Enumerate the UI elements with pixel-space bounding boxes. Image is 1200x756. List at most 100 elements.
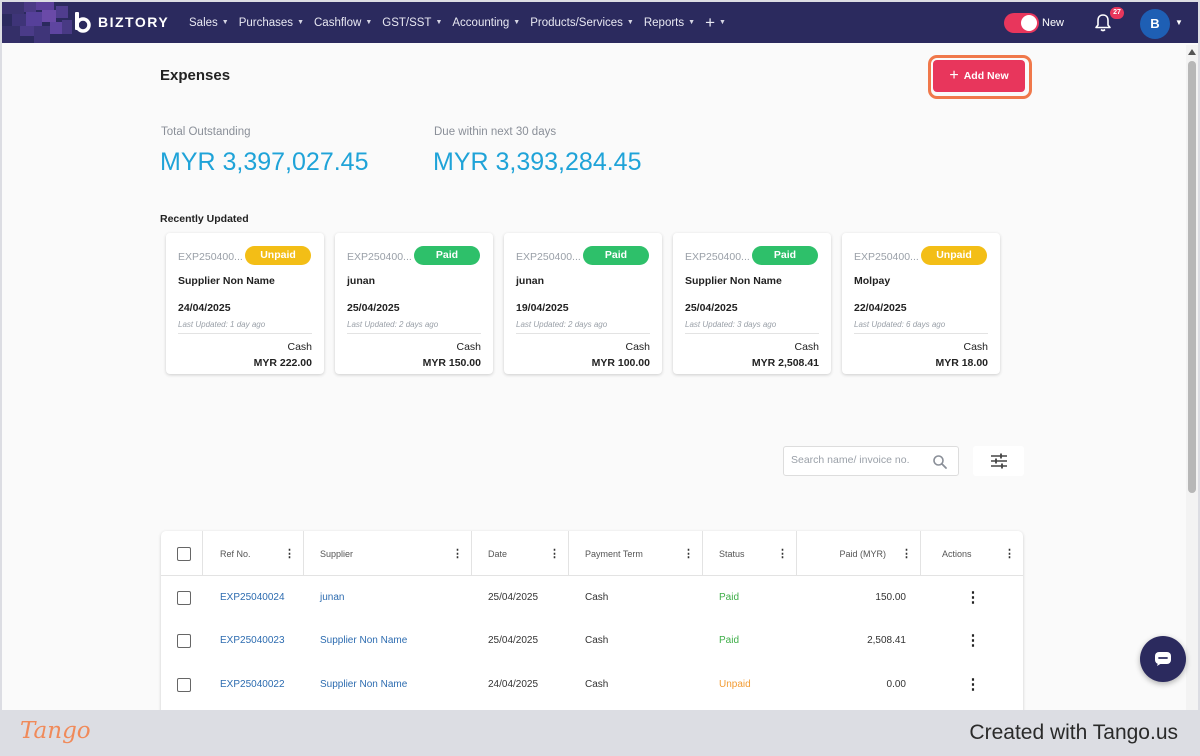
menu-reports[interactable]: Reports ▼ [644,17,695,29]
status-cell: Unpaid [719,679,751,690]
card-last-updated: Last Updated: 1 day ago [178,320,266,329]
add-new-button[interactable]: + Add New [933,60,1025,92]
ref-link[interactable]: EXP25040022 [220,679,285,690]
row-checkbox[interactable] [177,678,191,692]
chevron-down-icon[interactable]: ▼ [1175,18,1183,27]
avatar[interactable]: B [1140,9,1170,39]
page-scrollbar[interactable] [1186,45,1198,710]
column-date[interactable]: Date ⋮ [472,531,569,576]
recent-expense-card[interactable]: EXP250400... Unpaid Molpay 22/04/2025 La… [842,233,1000,374]
paid-amount-cell: 150.00 [875,592,906,603]
table-row[interactable]: EXP25040023 Supplier Non Name 25/04/2025… [161,619,1023,663]
column-menu-icon[interactable]: ⋮ [777,548,788,560]
recent-expense-card[interactable]: EXP250400... Paid junan 25/04/2025 Last … [335,233,493,374]
table-row[interactable]: EXP25040022 Supplier Non Name 24/04/2025… [161,663,1023,707]
card-supplier: junan [347,275,375,287]
tango-footer: Tango Created with Tango.us [0,710,1200,756]
row-actions-icon[interactable]: ⋮ [965,589,981,606]
brand-logo[interactable]: BIZTORY [72,11,169,33]
row-checkbox[interactable] [177,634,191,648]
menu-gst-sst[interactable]: GST/SST ▼ [382,17,442,29]
app-window: BIZTORY Sales ▼ Purchases ▼ Cashflow ▼ GST/… [2,2,1198,710]
supplier-link[interactable]: Supplier Non Name [320,679,408,690]
column-actions[interactable]: Actions ⋮ [921,531,1023,576]
select-all-checkbox[interactable] [177,547,191,561]
top-navbar: BIZTORY Sales ▼ Purchases ▼ Cashflow ▼ GST/… [2,2,1198,43]
recently-updated-title: Recently Updated [160,213,249,225]
expenses-table: Ref No. ⋮ Supplier ⋮ Date ⋮ Payment Term… [161,531,1023,710]
card-supplier: Supplier Non Name [178,275,275,287]
column-menu-icon[interactable]: ⋮ [284,548,295,560]
column-menu-icon[interactable]: ⋮ [549,548,560,560]
menu-label: Products/Services [530,16,623,29]
new-ui-toggle[interactable] [1004,13,1039,33]
table-row[interactable]: EXP25040024 junan 25/04/2025 Cash Paid 1… [161,576,1023,620]
column-label: Payment Term [585,549,643,559]
recent-expense-card[interactable]: EXP250400... Unpaid Supplier Non Name 24… [166,233,324,374]
supplier-link[interactable]: junan [320,592,345,603]
row-actions-icon[interactable]: ⋮ [965,632,981,649]
recent-expense-card[interactable]: EXP250400... Paid Supplier Non Name 25/0… [673,233,831,374]
search-input[interactable] [791,454,926,466]
card-divider [516,333,650,334]
header-select-cell [161,531,203,576]
ref-link[interactable]: EXP25040023 [220,635,285,646]
chat-icon [1154,651,1172,667]
tango-credit: Created with Tango.us [969,721,1178,744]
card-date: 19/04/2025 [516,302,569,314]
column-menu-icon[interactable]: ⋮ [901,548,912,560]
filter-button[interactable] [973,446,1024,476]
scroll-up-icon[interactable] [1188,49,1196,55]
card-amount: MYR 2,508.41 [751,357,819,369]
brand-name: BIZTORY [98,14,170,30]
menu-quick-add[interactable]: + ▼ [705,13,726,33]
card-amount: MYR 18.00 [935,357,988,369]
column-label: Ref No. [220,549,251,559]
column-payment-term[interactable]: Payment Term ⋮ [569,531,703,576]
card-last-updated: Last Updated: 6 days ago [854,320,946,329]
search-icon[interactable] [932,454,948,470]
paid-amount-cell: 2,508.41 [867,635,906,646]
sliders-icon [990,453,1008,469]
column-label: Paid (MYR) [839,549,886,559]
column-menu-icon[interactable]: ⋮ [452,548,463,560]
column-status[interactable]: Status ⋮ [703,531,797,576]
scroll-thumb[interactable] [1188,61,1196,493]
bell-icon[interactable] [1094,13,1112,33]
row-checkbox[interactable] [177,591,191,605]
card-ref: EXP250400... [685,251,750,263]
menu-purchases[interactable]: Purchases ▼ [239,17,304,29]
card-supplier: Molpay [854,275,891,287]
ref-link[interactable]: EXP25040024 [220,592,285,603]
supplier-link[interactable]: Supplier Non Name [320,635,408,646]
status-badge: Unpaid [245,246,311,265]
column-paid[interactable]: Paid (MYR) ⋮ [797,531,921,576]
card-date: 25/04/2025 [347,302,400,314]
date-cell: 25/04/2025 [488,592,539,603]
card-amount: MYR 222.00 [253,357,312,369]
column-menu-icon[interactable]: ⋮ [683,548,694,560]
card-divider [347,333,481,334]
menu-accounting[interactable]: Accounting ▼ [452,17,520,29]
card-divider [854,333,988,334]
card-date: 24/04/2025 [178,302,231,314]
column-menu-icon[interactable]: ⋮ [1004,548,1015,560]
column-ref-no[interactable]: Ref No. ⋮ [203,531,304,576]
chat-button[interactable] [1140,636,1186,682]
main-menu: Sales ▼ Purchases ▼ Cashflow ▼ GST/SST ▼ Acc… [189,2,736,43]
column-label: Status [719,549,745,559]
recent-expense-card[interactable]: EXP250400... Paid junan 19/04/2025 Last … [504,233,662,374]
status-badge: Paid [583,246,649,265]
menu-sales[interactable]: Sales ▼ [189,17,229,29]
menu-cashflow[interactable]: Cashflow ▼ [314,17,372,29]
column-supplier[interactable]: Supplier ⋮ [304,531,472,576]
tutorial-highlight [928,55,1032,99]
menu-products-services[interactable]: Products/Services ▼ [530,17,634,29]
card-supplier: junan [516,275,544,287]
card-amount: MYR 100.00 [591,357,650,369]
status-badge: Unpaid [921,246,987,265]
column-label: Date [488,549,508,559]
row-actions-icon[interactable]: ⋮ [965,676,981,693]
card-payment-term: Cash [287,341,312,353]
status-cell: Paid [719,635,740,646]
